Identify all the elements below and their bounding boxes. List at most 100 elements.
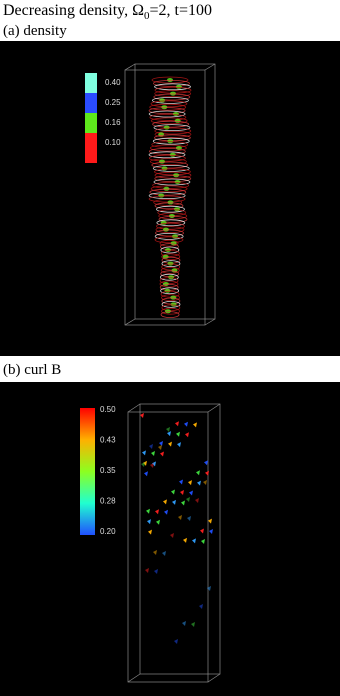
flux-ring	[150, 117, 188, 125]
flux-ring	[156, 222, 185, 230]
curl-arrow	[201, 538, 205, 544]
curl-arrow	[184, 421, 188, 427]
flux-ring	[160, 246, 180, 254]
flux-ring	[156, 219, 186, 227]
flux-ring	[159, 280, 179, 288]
curl-arrow	[170, 533, 174, 538]
curl-arrow	[196, 470, 200, 476]
curl-arrow	[183, 537, 187, 543]
box-edge	[127, 403, 141, 413]
density-blob	[159, 98, 166, 103]
legend-label: 0.16	[105, 118, 121, 127]
density-blob	[170, 302, 177, 307]
flux-ring	[154, 202, 184, 210]
curl-arrow	[177, 442, 181, 448]
curl-arrow	[172, 499, 176, 505]
curl-arrow	[158, 445, 162, 450]
box-edge	[124, 63, 136, 71]
curl-arrow	[164, 509, 168, 515]
box-edge	[207, 673, 221, 683]
colorbar-label: 0.20	[100, 527, 116, 536]
flux-ring	[154, 168, 191, 176]
curl-arrow	[149, 444, 153, 449]
density-blob	[162, 227, 169, 232]
curl-arrow	[188, 480, 192, 486]
flux-ring	[148, 151, 186, 159]
legend-swatch	[85, 93, 97, 113]
curl-arrow	[145, 568, 149, 573]
colorbar	[80, 408, 95, 535]
density-blob	[174, 180, 181, 184]
flux-ring	[154, 83, 191, 91]
density-blob	[170, 91, 177, 96]
density-blob	[168, 214, 175, 218]
flux-ring	[154, 90, 192, 97]
curl-arrow	[168, 441, 172, 447]
flux-ring	[161, 300, 181, 308]
curl-arrow	[160, 451, 164, 457]
title-main: Decreasing density, Ω	[3, 2, 144, 19]
flux-ring	[155, 229, 184, 237]
colorbar-label: 0.43	[100, 436, 116, 445]
curl-arrow	[204, 460, 208, 466]
density-blob	[158, 193, 165, 198]
curl-arrows	[140, 413, 213, 644]
curl-arrow	[199, 604, 203, 609]
wireframe-box	[124, 63, 216, 326]
flux-ring	[154, 130, 192, 138]
curl-arrow	[208, 518, 212, 524]
curl-arrow	[155, 509, 159, 515]
curl-arrow	[195, 498, 199, 503]
flux-ring	[153, 178, 191, 186]
curl-arrow	[140, 413, 144, 418]
curl-arrow	[142, 450, 146, 456]
flux-ring	[161, 307, 180, 315]
curl-arrow	[151, 450, 155, 456]
flux-ring	[159, 273, 179, 281]
flux-ring	[148, 147, 186, 155]
density-blob	[167, 200, 174, 205]
flux-ring	[156, 205, 185, 213]
flux-ring	[160, 249, 180, 257]
curl-arrow	[154, 569, 158, 574]
flux-ring	[152, 120, 190, 128]
flux-ring	[154, 171, 192, 179]
box-edge	[207, 403, 221, 413]
flux-ring	[151, 76, 189, 84]
density-blob	[172, 112, 179, 116]
curl-arrow	[166, 427, 170, 432]
flux-ring	[149, 158, 187, 166]
density-blob	[164, 309, 171, 314]
curl-arrow	[143, 460, 147, 466]
colorbar-label: 0.28	[100, 497, 116, 506]
curl-arrow	[181, 500, 185, 506]
flux-ring	[149, 144, 187, 152]
flux-ring	[151, 161, 189, 169]
title-subscript: 0	[144, 10, 150, 22]
flux-ring	[148, 110, 186, 118]
legend-swatch	[85, 73, 97, 93]
flux-ring	[161, 260, 181, 268]
flux-ring	[153, 93, 191, 101]
density-blob	[167, 139, 174, 144]
curl-arrow	[174, 639, 178, 644]
density-blob	[163, 186, 170, 191]
density-blob	[168, 275, 175, 280]
curl-arrow	[147, 519, 151, 525]
flux-ring	[150, 100, 188, 108]
curl-arrow	[179, 479, 183, 485]
curl-arrow	[156, 519, 160, 525]
curl-arrow	[189, 490, 193, 496]
curl-arrow	[153, 550, 157, 555]
density-blob	[161, 166, 168, 171]
curl-arrow	[185, 432, 189, 438]
flux-ring	[149, 188, 187, 196]
curl-arrow	[187, 516, 191, 521]
flux-ring	[152, 181, 190, 189]
flux-ring	[161, 294, 180, 302]
flux-ring	[161, 253, 181, 261]
density-blob	[173, 173, 180, 178]
density-blob	[165, 248, 172, 252]
curl-arrow	[144, 471, 148, 477]
